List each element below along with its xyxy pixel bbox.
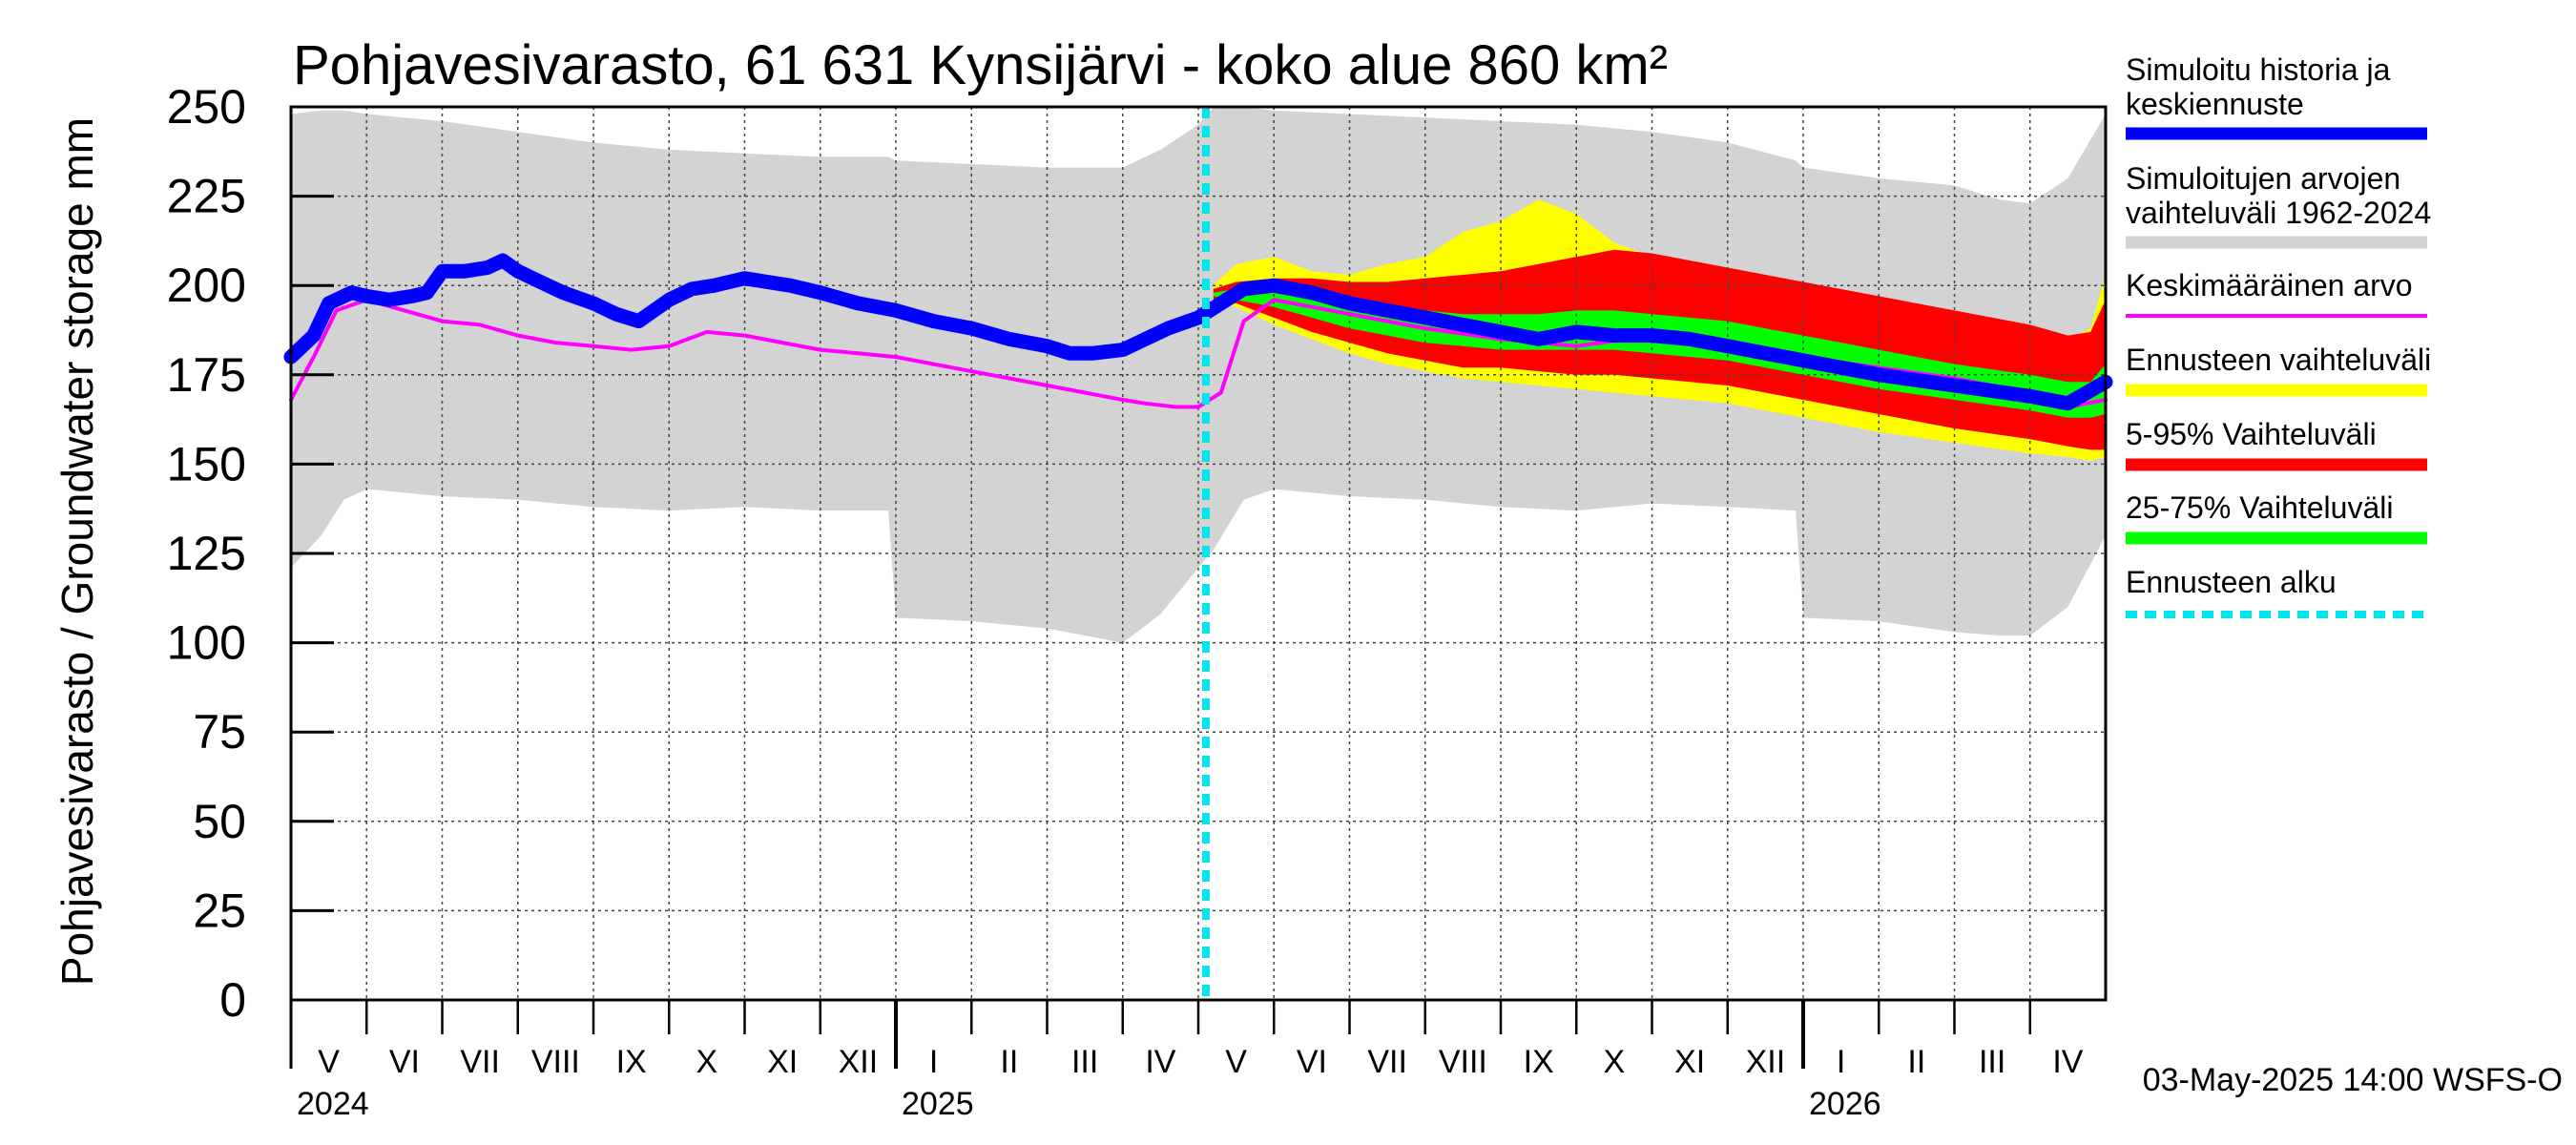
y-tick-label: 125	[167, 527, 246, 580]
y-tick-label: 0	[219, 973, 246, 1027]
month-label: I	[1837, 1044, 1845, 1080]
y-tick-label: 100	[167, 616, 246, 670]
legend-label: Ennusteen alku	[2126, 565, 2337, 599]
month-label: VII	[460, 1044, 500, 1080]
y-tick-label: 200	[167, 259, 246, 312]
legend-label: keskiennuste	[2126, 87, 2304, 121]
legend-label: vaihteluväli 1962-2024	[2126, 196, 2431, 230]
month-label: I	[929, 1044, 938, 1080]
lines-layer	[283, 107, 2113, 1000]
y-tick-label: 150	[167, 437, 246, 490]
month-label: XI	[1674, 1044, 1705, 1080]
y-tick-labels: 0 25 50 75 100 125 150 175 200 225 250	[167, 80, 246, 1027]
y-tick-label: 225	[167, 170, 246, 223]
month-label: XII	[839, 1044, 879, 1080]
year-label: 2025	[902, 1086, 974, 1122]
footer-timestamp: 03-May-2025 14:00 WSFS-O	[2143, 1062, 2563, 1098]
month-label: III	[1071, 1044, 1098, 1080]
grid-layer	[291, 106, 2106, 1000]
month-label: X	[696, 1044, 718, 1080]
month-label: V	[318, 1044, 340, 1080]
axes-layer	[289, 105, 2108, 1069]
month-label: V	[1225, 1044, 1247, 1080]
y-axis-label: Pohjavesivarasto / Groundwater storage m…	[52, 117, 102, 986]
legend-item: Ennusteen alku	[2126, 565, 2427, 618]
month-label: X	[1604, 1044, 1626, 1080]
year-label: 2024	[297, 1086, 369, 1122]
month-label: IX	[616, 1044, 647, 1080]
month-label: VI	[1297, 1044, 1327, 1080]
legend-label: 25-75% Vaihteluväli	[2126, 490, 2393, 525]
x-tick-labels: V VI VII VIII IX X XI XII I II III IV V VI VII VIII IX X X…	[297, 1044, 2084, 1122]
legend-item: 25-75% Vaihteluväli	[2126, 490, 2427, 545]
month-label: VI	[389, 1044, 420, 1080]
month-label: III	[1979, 1044, 2005, 1080]
chart-title: Pohjavesivarasto, 61 631 Kynsijärvi - ko…	[293, 34, 1668, 96]
month-label: IV	[1145, 1044, 1175, 1080]
legend-item: Ennusteen vaihteluväli	[2126, 343, 2431, 397]
month-label: VIII	[531, 1044, 580, 1080]
y-tick-label: 175	[167, 348, 246, 402]
y-tick-label: 25	[193, 884, 246, 937]
month-label: IV	[2052, 1044, 2083, 1080]
legend-item: 5-95% Vaihteluväli	[2126, 417, 2427, 471]
legend-label: Ennusteen vaihteluväli	[2126, 343, 2431, 377]
month-label: XI	[767, 1044, 798, 1080]
month-label: VII	[1367, 1044, 1407, 1080]
legend-label: Simuloitu historia ja	[2126, 52, 2391, 87]
month-label: II	[1000, 1044, 1018, 1080]
legend: Simuloitu historia jakeskiennusteSimuloi…	[2126, 52, 2431, 618]
legend-label: Simuloitujen arvojen	[2126, 161, 2400, 196]
y-tick-label: 50	[193, 795, 246, 848]
y-tick-label: 250	[167, 80, 246, 134]
month-label: VIII	[1439, 1044, 1487, 1080]
month-label: IX	[1524, 1044, 1554, 1080]
year-label: 2026	[1809, 1086, 1881, 1122]
month-label: II	[1907, 1044, 1925, 1080]
legend-label: 5-95% Vaihteluväli	[2126, 417, 2377, 451]
legend-label: Keskimääräinen arvo	[2126, 268, 2413, 302]
line-series-5	[283, 253, 2113, 411]
month-label: XII	[1746, 1044, 1786, 1080]
y-tick-label: 75	[193, 705, 246, 759]
legend-item: Keskimääräinen arvo	[2126, 268, 2427, 318]
